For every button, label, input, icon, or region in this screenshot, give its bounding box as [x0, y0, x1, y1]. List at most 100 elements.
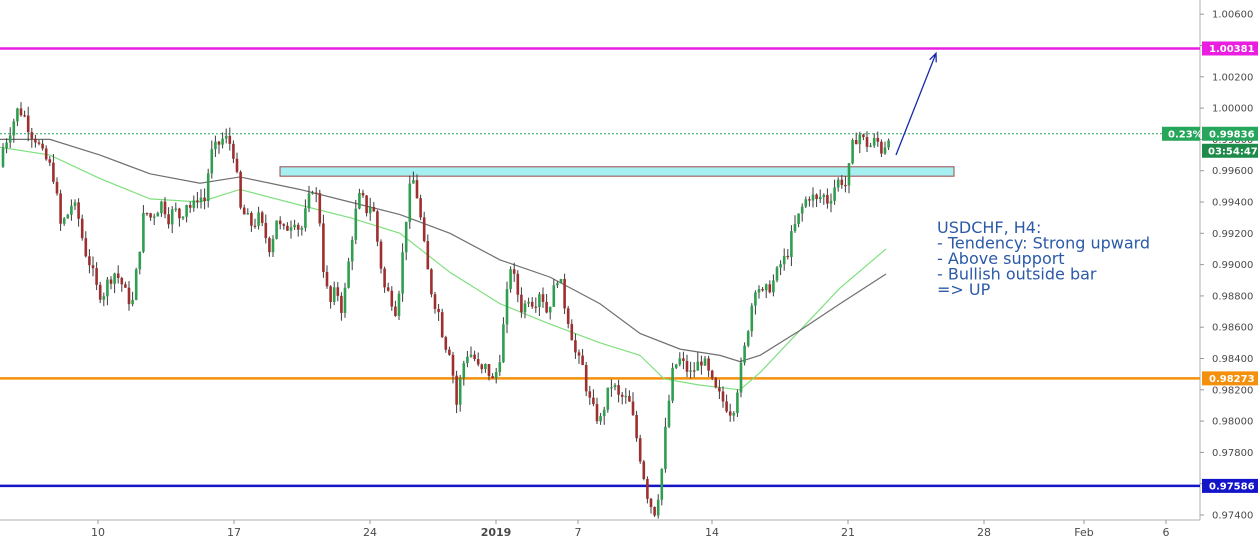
candle-up — [16, 108, 19, 122]
candle-up — [152, 216, 156, 218]
x-tick-label: 17 — [227, 526, 241, 539]
candle-down — [574, 340, 577, 353]
candle-up — [624, 395, 628, 398]
candle-down — [390, 290, 394, 307]
candle-down — [394, 306, 397, 316]
candle-up — [674, 364, 678, 368]
candle-down — [235, 158, 239, 172]
candle-up — [746, 331, 750, 346]
candle-down — [631, 401, 635, 415]
candle-up — [505, 289, 509, 325]
candle-up — [66, 214, 70, 219]
candle-down — [419, 198, 422, 218]
candle-up — [138, 251, 142, 270]
candle-up — [836, 179, 840, 188]
candle-down — [196, 200, 199, 203]
candle-up — [498, 362, 502, 373]
candle-down — [566, 308, 570, 324]
candle-down — [41, 143, 44, 149]
candle-down — [768, 284, 772, 293]
candle-down — [880, 141, 883, 154]
candle-up — [667, 400, 671, 427]
annotation-line: - Bullish outside bar — [937, 265, 1097, 284]
candle-up — [552, 285, 556, 307]
candle-up — [304, 208, 307, 228]
candle-up — [469, 354, 473, 357]
candle-up — [538, 294, 541, 308]
candle-down — [480, 364, 484, 370]
y-tick-label: 1.00200 — [1212, 72, 1253, 83]
candle-down — [649, 498, 653, 508]
candle-down — [433, 294, 437, 309]
candle-up — [131, 299, 134, 305]
candle-down — [95, 268, 98, 285]
candle-down — [149, 213, 152, 218]
candle-up — [354, 208, 358, 240]
candle-down — [372, 207, 376, 212]
candle-down — [59, 193, 62, 224]
candle-down — [253, 225, 257, 227]
candle-up — [293, 224, 296, 228]
candle-down — [595, 404, 599, 422]
trend-arrow-head — [929, 51, 937, 63]
candle-up — [404, 221, 408, 253]
countdown-label: 03:54:47 — [1208, 146, 1258, 157]
candle-up — [736, 392, 739, 413]
x-tick-label: Feb — [1074, 526, 1093, 539]
candle-up — [804, 199, 808, 207]
candle-down — [340, 295, 343, 313]
candle-up — [822, 195, 826, 197]
change-badge — [1162, 126, 1200, 141]
candle-up — [847, 163, 851, 186]
candle-down — [710, 370, 714, 379]
level-label: 1.00381 — [1209, 44, 1255, 55]
candle-down — [473, 354, 476, 360]
candle-up — [412, 180, 415, 184]
candle-up — [494, 372, 498, 379]
candle-up — [246, 213, 250, 215]
candle-down — [91, 265, 95, 269]
y-tick-label: 0.98400 — [1212, 354, 1253, 365]
candle-down — [584, 365, 588, 392]
candle-up — [170, 209, 174, 225]
candle-up — [811, 194, 815, 201]
candle-up — [332, 287, 336, 303]
candle-up — [300, 227, 304, 230]
candle-down — [167, 214, 170, 225]
candle-down — [577, 352, 581, 356]
candle-down — [642, 461, 646, 479]
candle-down — [725, 401, 728, 412]
candle-down — [426, 241, 430, 270]
annotation-line: - Tendency: Strong upward — [937, 234, 1150, 253]
y-tick-label: 0.98800 — [1212, 291, 1253, 302]
candle-down — [124, 284, 127, 288]
candle-up — [106, 279, 109, 297]
y-tick-label: 0.99600 — [1212, 166, 1253, 177]
countdown-badge — [1202, 143, 1258, 158]
candle-down — [260, 212, 264, 223]
candle-down — [188, 205, 192, 208]
candle-down — [23, 115, 26, 117]
candle-down — [487, 364, 491, 377]
candle-up — [156, 213, 160, 217]
candle-up — [350, 239, 354, 262]
candle-up — [779, 264, 782, 268]
candle-down — [250, 213, 253, 226]
candle-down — [440, 312, 444, 338]
support-zone[interactable] — [279, 166, 955, 177]
change-label: 0.23% — [1168, 129, 1203, 140]
candle-down — [52, 162, 55, 182]
trend-arrow[interactable] — [895, 53, 937, 156]
candle-down — [296, 224, 300, 230]
candle-down — [109, 279, 113, 284]
candle-up — [750, 305, 754, 332]
candle-down — [314, 192, 318, 194]
candle-up — [160, 201, 163, 214]
y-tick-label: 0.99000 — [1212, 260, 1253, 271]
candle-up — [462, 363, 466, 379]
y-tick-label: 0.98000 — [1212, 417, 1253, 428]
candle-down — [840, 179, 844, 185]
y-tick-label: 1.00000 — [1212, 104, 1253, 115]
candle-down — [534, 306, 538, 308]
